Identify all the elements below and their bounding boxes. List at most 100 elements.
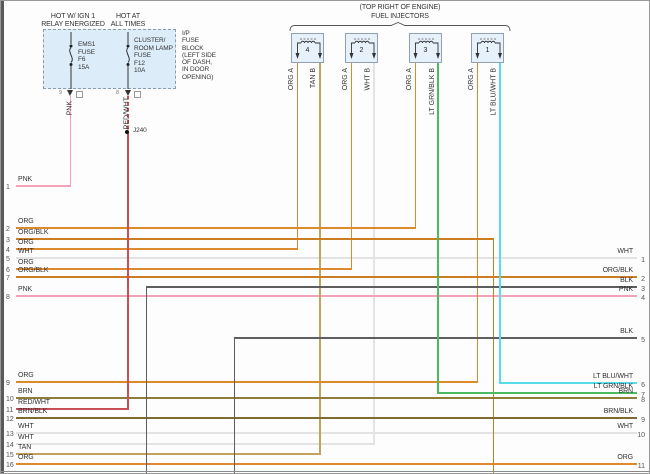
wire-org-row-6: [16, 268, 353, 270]
wire-red-vertical: [127, 133, 129, 410]
note-line6: IN DOOR: [182, 66, 210, 74]
fuse1-line4: 15A: [78, 63, 90, 71]
left-terminal-13-number: 13: [6, 431, 14, 439]
wire-pnk-row-1: [16, 185, 71, 187]
fuse2-line2: ROOM LAMP: [134, 44, 173, 52]
fuse1-label: EMS1 FUSE F6 15A: [78, 41, 95, 71]
right-terminal-8-label: BRN: [618, 388, 634, 396]
left-terminal-14-label: WHT: [18, 434, 34, 442]
splice-label: J240: [133, 127, 147, 134]
left-terminal-1-number: 1: [6, 184, 10, 192]
left-terminal-12-label: BRN/BLK: [18, 408, 48, 416]
injector-group-title: FUEL INJECTORS: [371, 13, 429, 20]
injector4-pin-b-label: TAN B: [310, 68, 318, 89]
right-terminal-9-label: BRN/BLK: [603, 408, 633, 416]
right-terminal-5-number: 5: [641, 337, 645, 345]
right-terminal-7-number: 7: [641, 392, 645, 400]
injector-number: 3: [423, 47, 428, 54]
wire-wht-row-13: [16, 432, 637, 434]
injector3-pin-b-label: LT GRN/BLK B: [428, 68, 436, 115]
feed-wire-label-pnk: PNK: [66, 101, 73, 116]
left-terminal-11-number: 11: [6, 407, 14, 415]
right-terminal-10-label: WHT: [617, 423, 633, 431]
left-terminal-5-label: WHT: [18, 248, 34, 256]
page-edge-bottom: [1, 470, 649, 472]
wire-org-row-16: [16, 463, 637, 465]
injector1-pin-a-label: ORG A: [468, 68, 476, 91]
injector-group-location: (TOP RIGHT OF ENGINE): [359, 4, 441, 11]
left-terminal-15-number: 15: [6, 452, 14, 460]
left-terminal-9-label: ORG: [18, 372, 34, 380]
left-terminal-10-label: BRN: [18, 388, 33, 396]
left-terminal-16-label: ORG: [18, 454, 34, 462]
injector-number: 1: [485, 47, 490, 54]
wire-ltblu-row-6r: [499, 382, 637, 384]
left-terminal-16-number: 16: [6, 462, 14, 470]
coil-icon: [349, 38, 376, 59]
injector-2: 2 ORG A WHT B: [343, 33, 378, 90]
right-terminal-1-number: 1: [641, 257, 645, 265]
wire-pnk-feed-vertical: [69, 96, 71, 187]
left-terminal-13-label: WHT: [18, 423, 34, 431]
right-terminal-1-label: WHT: [617, 248, 633, 256]
fuse2-line3: FUSE: [134, 52, 151, 59]
wire-blk-row-5r: [234, 337, 637, 339]
power-left-line1: HOT W/ IGN 1: [50, 13, 96, 20]
right-terminal-2-number: 2: [641, 276, 645, 284]
wire-wht-row-14: [16, 443, 375, 445]
wire-org-row-2: [16, 227, 417, 229]
right-terminal-6-label: LT BLU/WHT: [593, 373, 633, 381]
wire-brnblk-row-12: [16, 417, 637, 419]
wire-pnk-row-8: [16, 295, 637, 297]
right-terminal-6-number: 6: [641, 382, 645, 390]
note-line3: BLOCK: [182, 44, 204, 52]
left-terminal-3-label: ORG/BLK: [18, 229, 49, 237]
injector-number: 4: [305, 47, 310, 54]
fuse-block-note: I/P FUSE BLOCK (LEFT SIDE OF DASH, IN DO…: [182, 30, 216, 81]
wire-ltgrn-row-7r: [437, 392, 637, 394]
note-line4: (LEFT SIDE: [182, 51, 216, 59]
left-terminal-11-label: RED/WHT: [18, 399, 50, 407]
left-terminal-4-number: 4: [6, 247, 10, 255]
wire-redwht-row-11: [16, 408, 129, 410]
fuse2-line1: CLUSTER/: [134, 37, 166, 44]
injector3-pin-a-label: ORG A: [406, 68, 414, 91]
left-terminal-6-label: ORG: [18, 259, 34, 267]
exit-pin-right: 8: [116, 90, 119, 96]
right-terminal-2-label: ORG/BLK: [602, 267, 634, 275]
right-terminal-5-label: BLK: [620, 328, 633, 336]
left-terminal-12-number: 12: [6, 416, 14, 424]
left-terminal-1-label: PNK: [18, 176, 33, 184]
wire-blk-vertical-2: [234, 337, 236, 473]
connector-grid-icon: [134, 91, 141, 98]
right-terminal-4-label: PNK: [618, 286, 633, 294]
wire-orgblk-row-7: [16, 276, 637, 278]
right-terminal-11-label: ORG: [617, 454, 633, 462]
exit-pin-left: 9: [59, 90, 62, 96]
left-terminal-5-number: 5: [6, 256, 10, 264]
injector-3: 3 ORG A LT GRN/BLK B: [407, 33, 442, 115]
splice-dot: [125, 130, 130, 134]
coil-icon: [413, 38, 440, 59]
right-terminal-9-number: 9: [641, 417, 645, 425]
left-terminal-9-number: 9: [6, 380, 10, 388]
left-terminal-2-number: 2: [6, 226, 10, 234]
left-terminal-15-label: TAN: [18, 444, 32, 452]
wire-inj1-a-vertical: [476, 63, 479, 383]
wire-inj2-a-vertical: [350, 63, 353, 270]
wire-org-row-4: [16, 248, 299, 250]
fuse1-line3: F6: [78, 56, 86, 63]
right-terminal-7-label: LT GRN/BLK: [593, 383, 633, 391]
coil-icon: [295, 38, 322, 59]
right-terminal-3-label: BLK: [620, 277, 633, 285]
page-edge-left: [1, 1, 4, 473]
left-terminal-7-label: ORG/BLK: [18, 267, 49, 275]
power-source-label-right: HOT AT ALL TIMES: [93, 13, 163, 28]
wire-tan-row-15: [16, 453, 321, 455]
injector-4: 4 ORG A TAN B: [289, 33, 324, 90]
fuse2-line5: 10A: [134, 67, 146, 74]
wire-blk-row-3r: [146, 286, 637, 288]
wire-inj4-b-vertical: [319, 63, 321, 455]
left-terminal-3-number: 3: [6, 237, 10, 245]
